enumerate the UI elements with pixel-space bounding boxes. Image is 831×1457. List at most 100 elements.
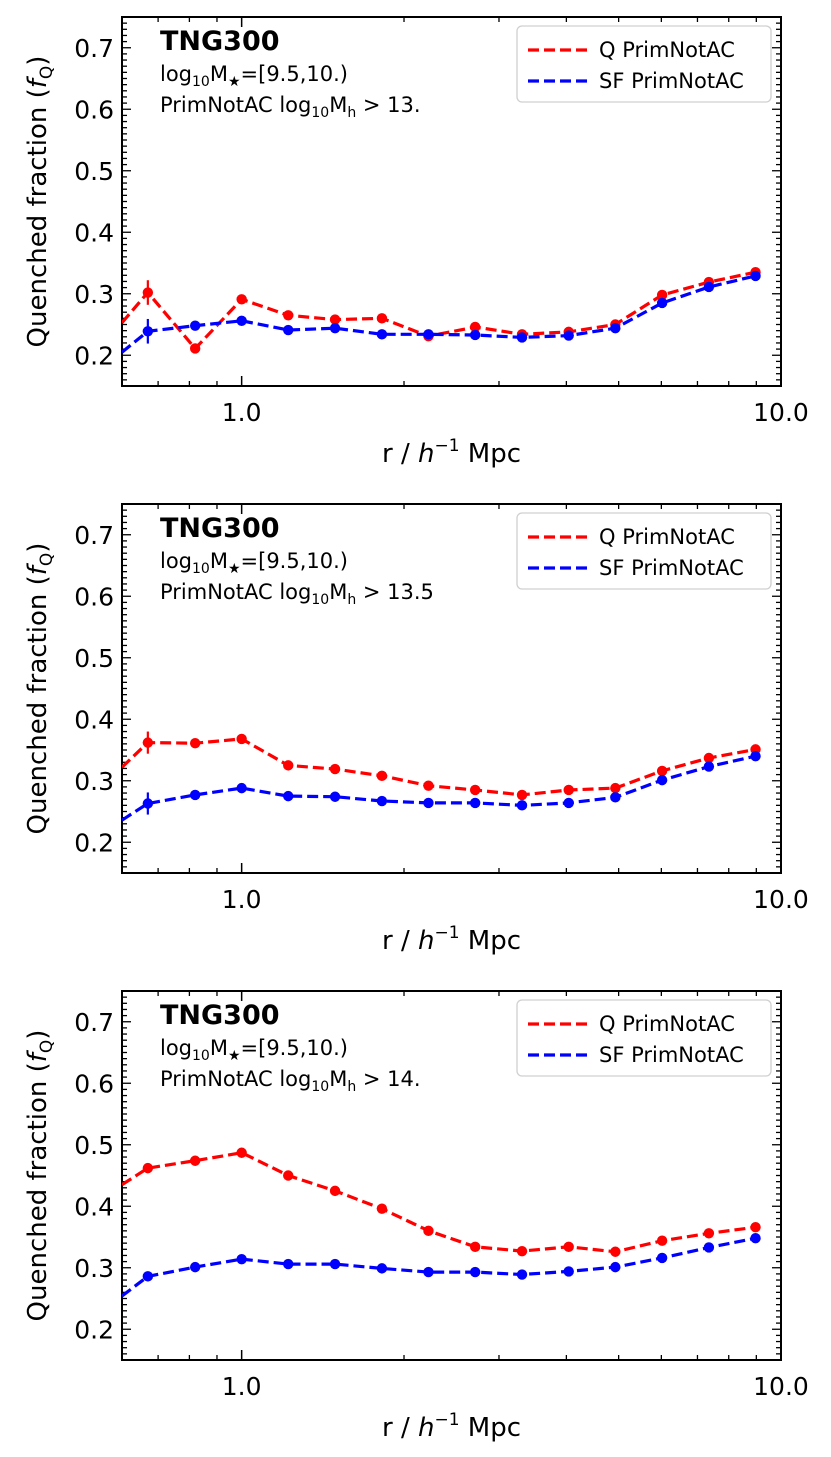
legend-box: [516, 999, 772, 1077]
panel-annotation: log10M★=[9.5,10.): [160, 62, 348, 90]
data-point: [750, 750, 761, 762]
data-point: [750, 1221, 761, 1233]
panel-title: TNG300: [160, 513, 280, 544]
series-layer: [122, 1147, 761, 1298]
series-line-sf: [122, 754, 756, 822]
y-tick-label: 0.6: [74, 95, 114, 124]
data-point: [189, 343, 201, 354]
legend-label: SF PrimNotAC: [599, 1043, 744, 1067]
y-tick-label: 0.7: [74, 1008, 114, 1037]
data-point: [189, 1155, 201, 1166]
x-tick-label: 1.0: [222, 885, 262, 914]
data-point: [656, 289, 668, 301]
data-point: [423, 780, 434, 791]
data-point: [189, 320, 201, 331]
data-point: [563, 784, 574, 796]
data-point: [656, 774, 668, 786]
y-tick-label: 0.5: [74, 157, 114, 186]
y-tick-label: 0.7: [74, 34, 114, 63]
legend: Q PrimNotAC SF PrimNotAC: [516, 999, 772, 1077]
data-point: [610, 1246, 621, 1257]
y-tick-label: 0.4: [74, 1192, 114, 1221]
data-point: [516, 332, 528, 343]
data-point: [142, 798, 154, 809]
data-point: [142, 287, 154, 298]
data-point: [142, 737, 154, 748]
legend-label: SF PrimNotAC: [599, 69, 744, 93]
y-tick-label: 0.7: [74, 521, 114, 550]
x-tick-label: 1.0: [222, 1372, 262, 1401]
data-point: [469, 797, 481, 809]
y-tick-label: 0.2: [74, 828, 114, 857]
legend-box: [516, 25, 772, 103]
data-point: [703, 761, 715, 772]
chart-panel-3: 0.2 0.3 0.4 0.5 0.6 0.7 1.0 10.0 r / h−1 Mpc Quen…: [23, 990, 809, 1443]
data-point: [142, 1271, 154, 1282]
data-point: [376, 313, 388, 324]
y-tick-label: 0.3: [74, 1254, 114, 1283]
chart-panel-1: 0.2 0.3 0.4 0.5 0.6 0.7 1.0 10.0 r / h−1 Mpc Quen…: [23, 16, 809, 469]
data-point: [329, 314, 341, 325]
data-point: [423, 797, 434, 809]
x-tick-label: 1.0: [222, 398, 262, 427]
data-point: [563, 1266, 574, 1277]
data-point: [516, 1269, 528, 1280]
series-line-sf: [122, 274, 756, 354]
legend-label: Q PrimNotAC: [599, 38, 735, 62]
y-tick-label: 0.6: [74, 1069, 114, 1098]
data-point: [656, 297, 668, 309]
data-point: [423, 1266, 434, 1278]
data-point: [563, 797, 574, 809]
data-point: [516, 800, 528, 811]
legend-label: Q PrimNotAC: [599, 525, 735, 549]
data-point: [469, 1241, 481, 1253]
data-point: [236, 1253, 247, 1265]
data-point: [376, 329, 388, 340]
data-point: [329, 1258, 341, 1270]
data-point: [283, 790, 294, 802]
panel-annotation: PrimNotAC log10Mh > 13.: [160, 93, 421, 121]
data-point: [469, 329, 481, 341]
data-point: [142, 1162, 154, 1174]
data-point: [423, 329, 434, 340]
data-point: [469, 321, 481, 333]
data-point: [142, 326, 154, 337]
data-point: [703, 752, 715, 764]
legend-label: Q PrimNotAC: [599, 1012, 735, 1036]
y-tick-label: 0.6: [74, 582, 114, 611]
data-point: [656, 765, 668, 777]
y-axis-label: Quenched fraction (fQ): [23, 1030, 57, 1322]
data-point: [376, 1263, 388, 1274]
data-point: [750, 270, 761, 282]
y-tick-label: 0.2: [74, 341, 114, 370]
data-point: [283, 1258, 294, 1270]
data-point: [283, 324, 294, 336]
data-point: [610, 322, 621, 334]
data-point: [703, 1228, 715, 1239]
data-point: [189, 789, 201, 801]
panel-title: TNG300: [160, 1000, 280, 1031]
series-layer: [122, 731, 761, 822]
data-point: [283, 1170, 294, 1181]
data-point: [236, 294, 247, 305]
data-point: [329, 791, 341, 802]
data-point: [423, 1225, 434, 1237]
data-point: [376, 770, 388, 782]
y-tick-label: 0.5: [74, 644, 114, 673]
y-axis-label: Quenched fraction (fQ): [23, 543, 57, 835]
data-point: [189, 1261, 201, 1273]
data-point: [283, 760, 294, 771]
y-tick-label: 0.5: [74, 1131, 114, 1160]
data-point: [656, 1252, 668, 1264]
chart-panel-2: 0.2 0.3 0.4 0.5 0.6 0.7 1.0 10.0 r / h−1 Mpc Quen…: [23, 503, 809, 956]
series-line-sf: [122, 1236, 756, 1298]
data-point: [236, 1147, 247, 1158]
x-tick-label: 10.0: [753, 398, 809, 427]
data-point: [610, 792, 621, 803]
data-point: [236, 782, 247, 794]
y-tick-label: 0.3: [74, 767, 114, 796]
panel-annotation: log10M★=[9.5,10.): [160, 549, 348, 577]
data-point: [610, 1261, 621, 1273]
series-line-q: [122, 270, 756, 351]
